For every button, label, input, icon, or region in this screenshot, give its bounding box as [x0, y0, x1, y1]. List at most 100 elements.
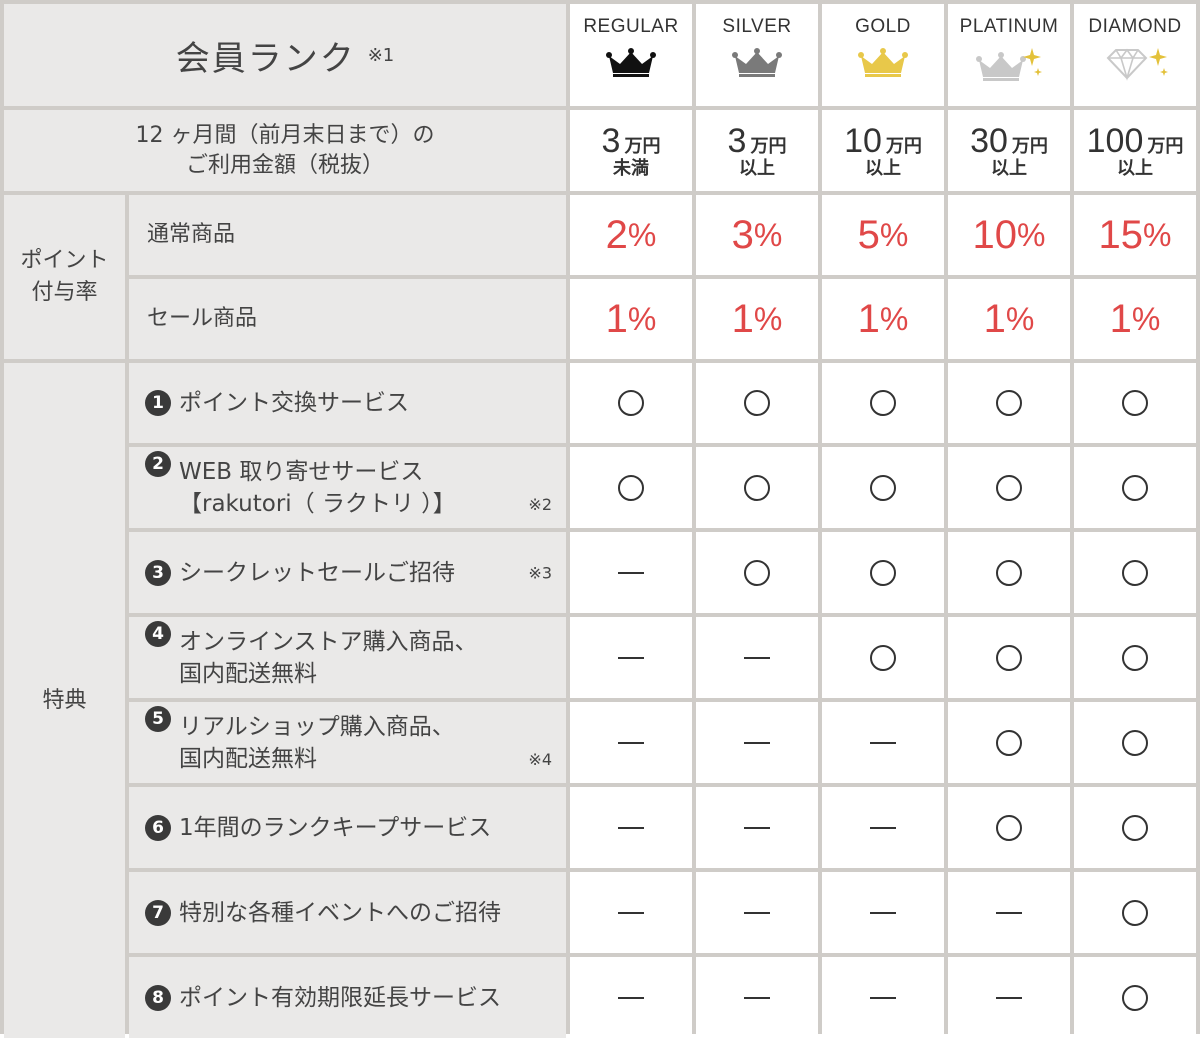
rank-header-regular: REGULAR	[570, 4, 692, 106]
rank-header-platinum: PLATINUM	[948, 4, 1070, 106]
unavailable-dash-icon	[744, 656, 770, 659]
rank-name: SILVER	[722, 16, 792, 37]
benefit-unavailable	[696, 957, 818, 1038]
crown-sparkle-icon	[976, 48, 1042, 81]
point-rate: 2%	[570, 195, 692, 275]
unavailable-dash-icon	[870, 826, 896, 829]
rank-title: 会員ランク	[175, 38, 356, 79]
benefit-unavailable	[822, 872, 944, 953]
benefit-text-line2: 国内配送無料	[179, 745, 317, 772]
available-circle-icon	[996, 729, 1022, 756]
amount-number: 30	[970, 121, 1008, 160]
benefit-unavailable	[570, 532, 692, 613]
available-circle-icon	[1122, 984, 1148, 1011]
benefit-unavailable	[570, 617, 692, 698]
unavailable-dash-icon	[996, 996, 1022, 999]
benefit-available	[822, 532, 944, 613]
unavailable-dash-icon	[744, 996, 770, 999]
benefit-unavailable	[570, 787, 692, 868]
benefit-unavailable	[948, 957, 1070, 1038]
benefit-unavailable	[696, 702, 818, 783]
amount-number: 3	[727, 121, 747, 160]
benefit-unavailable	[822, 957, 944, 1038]
crown-icon	[858, 48, 908, 77]
benefit-label: 3 シークレットセールご招待 ※3	[129, 532, 566, 613]
benefit-number-badge: 4	[145, 621, 171, 647]
benefit-unavailable	[696, 787, 818, 868]
available-circle-icon	[618, 390, 644, 416]
point-rate: 1%	[948, 279, 1070, 359]
benefit-available	[1074, 957, 1196, 1038]
benefit-available	[822, 447, 944, 528]
available-circle-icon	[1122, 644, 1148, 671]
benefits-side-label: 特典	[4, 363, 125, 1038]
amount-label-line1: 12 ヶ月間（前月末日まで）の	[135, 122, 435, 148]
rank-name: DIAMOND	[1088, 16, 1182, 37]
benefit-text-line2: 【rakutori（ ラクトリ ）】	[179, 490, 456, 517]
amount-condition: 未満	[613, 157, 649, 179]
benefit-available	[948, 532, 1070, 613]
crown-icon	[606, 48, 656, 77]
benefit-note: ※2	[528, 495, 552, 514]
amount-unit: 万円	[750, 135, 787, 157]
benefit-unavailable	[570, 872, 692, 953]
benefit-text-line1: 1年間のランクキープサービス	[179, 814, 492, 841]
point-rate: 3%	[696, 195, 818, 275]
amount-gold: 10 万円 以上	[822, 110, 944, 191]
unavailable-dash-icon	[618, 571, 644, 574]
unavailable-dash-icon	[744, 911, 770, 914]
benefit-available	[696, 532, 818, 613]
amount-condition: 以上	[1117, 157, 1153, 179]
unavailable-dash-icon	[618, 911, 644, 914]
available-circle-icon	[870, 644, 896, 671]
point-rate: 1%	[822, 279, 944, 359]
amount-number: 3	[601, 121, 621, 160]
available-circle-icon	[870, 390, 896, 416]
unavailable-dash-icon	[744, 826, 770, 829]
diamond-sparkle-icon	[1106, 48, 1168, 81]
unavailable-dash-icon	[870, 741, 896, 744]
available-circle-icon	[744, 559, 770, 586]
available-circle-icon	[1122, 390, 1148, 416]
benefit-unavailable	[570, 957, 692, 1038]
benefit-note: ※3	[528, 563, 552, 582]
benefit-available	[822, 617, 944, 698]
available-circle-icon	[870, 474, 896, 501]
benefit-unavailable	[570, 702, 692, 783]
benefit-number-badge: 1	[145, 390, 171, 416]
benefit-label: 6 1年間のランクキープサービス	[129, 787, 566, 868]
rank-header-gold: GOLD	[822, 4, 944, 106]
benefit-available	[1074, 532, 1196, 613]
benefit-available	[1074, 787, 1196, 868]
amount-number: 100	[1086, 121, 1144, 160]
rank-name: REGULAR	[583, 16, 679, 37]
point-rate: 5%	[822, 195, 944, 275]
benefit-available	[1074, 702, 1196, 783]
amount-label: 12 ヶ月間（前月末日まで）の ご利用金額（税抜）	[4, 110, 566, 191]
unavailable-dash-icon	[618, 741, 644, 744]
amount-unit: 万円	[1011, 135, 1048, 157]
unavailable-dash-icon	[996, 911, 1022, 914]
point-row-label: 通常商品	[129, 195, 566, 275]
benefit-available	[570, 363, 692, 443]
point-rate-side-label: ポイント 付与率	[4, 195, 125, 359]
point-rate: 1%	[696, 279, 818, 359]
benefit-text-line1: ポイント有効期限延長サービス	[179, 984, 501, 1011]
benefit-label: 7 特別な各種イベントへのご招待	[129, 872, 566, 953]
amount-condition: 以上	[739, 157, 775, 179]
available-circle-icon	[996, 814, 1022, 841]
benefit-label: 8 ポイント有効期限延長サービス	[129, 957, 566, 1038]
benefit-available	[696, 447, 818, 528]
benefit-available	[948, 363, 1070, 443]
available-circle-icon	[618, 474, 644, 501]
benefit-note: ※4	[528, 750, 552, 769]
available-circle-icon	[1122, 474, 1148, 501]
benefit-label: 5 リアルショップ購入商品、 国内配送無料 ※4	[129, 702, 566, 783]
benefit-available	[1074, 872, 1196, 953]
amount-platinum: 30 万円 以上	[948, 110, 1070, 191]
benefit-text-line1: シークレットセールご招待	[179, 559, 455, 586]
benefit-text-line1: WEB 取り寄せサービス	[179, 458, 424, 485]
amount-silver: 3 万円 以上	[696, 110, 818, 191]
amount-number: 10	[844, 121, 882, 160]
amount-regular: 3 万円 未満	[570, 110, 692, 191]
